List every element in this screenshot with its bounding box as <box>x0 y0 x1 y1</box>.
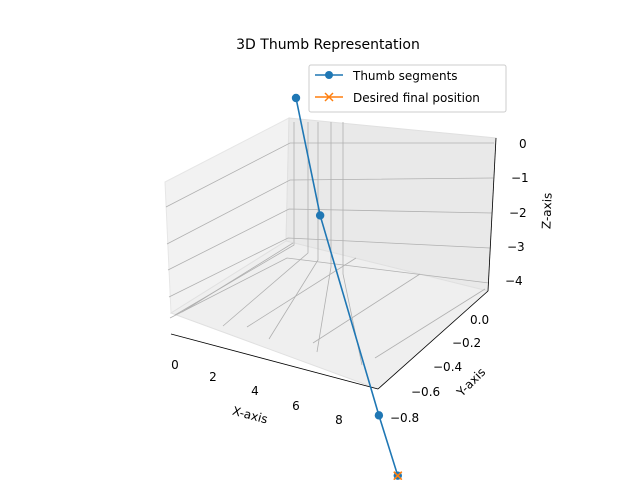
z-tick-label: −1 <box>511 171 529 185</box>
x-tick-label: 0 <box>171 358 179 372</box>
grid-line-y <box>312 273 421 344</box>
data-point <box>291 93 301 103</box>
grid-line-y <box>246 257 357 328</box>
grid-line-y <box>181 242 294 313</box>
grid-line-x <box>316 122 332 353</box>
data-point <box>374 411 384 420</box>
grid-line-x <box>268 122 319 340</box>
grid-line-z <box>165 142 494 208</box>
axis-ticks: 0 2 4 6 8 0.0 −0.2 −0.4 −0.6 −0.8 0 −1 −2 −3 −4 <box>171 137 529 427</box>
series-line-thumb-segments <box>295 97 399 476</box>
legend-frame <box>308 64 507 113</box>
y-tick-label: −0.8 <box>390 411 419 425</box>
z-axis-label: Z-axis <box>539 192 554 229</box>
y-tick-label: −0.4 <box>433 360 462 374</box>
z-tick-label: −3 <box>507 240 525 254</box>
y-tick-label: 0.0 <box>470 313 489 327</box>
legend: Thumb segments Desired final position <box>308 64 507 113</box>
z-axis-line <box>487 137 497 292</box>
x-tick-label: 8 <box>335 413 343 427</box>
legend-label-segments: Thumb segments <box>352 69 458 83</box>
y-axis-line <box>377 290 489 390</box>
grid-line-z <box>169 257 490 319</box>
x-tick-label: 2 <box>209 370 217 384</box>
chart-title: 3D Thumb Representation <box>236 37 420 53</box>
x-axis-line <box>170 333 379 390</box>
y-tick-label: −0.2 <box>452 336 481 350</box>
data-point-final <box>393 471 403 481</box>
legend-label-final: Desired final position <box>353 91 480 105</box>
z-tick-label: 0 <box>519 137 527 151</box>
z-tick-label: −2 <box>509 206 527 220</box>
grid-line-z <box>166 177 494 245</box>
legend-marker-final <box>324 92 334 102</box>
y-tick-label: −0.6 <box>411 385 440 399</box>
x-tick-label: 6 <box>292 399 300 413</box>
x-tick-label: 4 <box>251 384 259 398</box>
plot-series <box>291 93 403 481</box>
grid-line-z <box>168 237 491 298</box>
grid-line-y <box>374 288 486 359</box>
grid-line-x <box>222 122 309 327</box>
legend-marker-segments <box>325 71 333 79</box>
x-axis-label: X-axis <box>231 404 269 427</box>
grid-lines <box>165 122 494 366</box>
grid-line-z <box>167 208 493 271</box>
z-tick-label: −4 <box>505 274 523 288</box>
data-point <box>315 211 325 220</box>
